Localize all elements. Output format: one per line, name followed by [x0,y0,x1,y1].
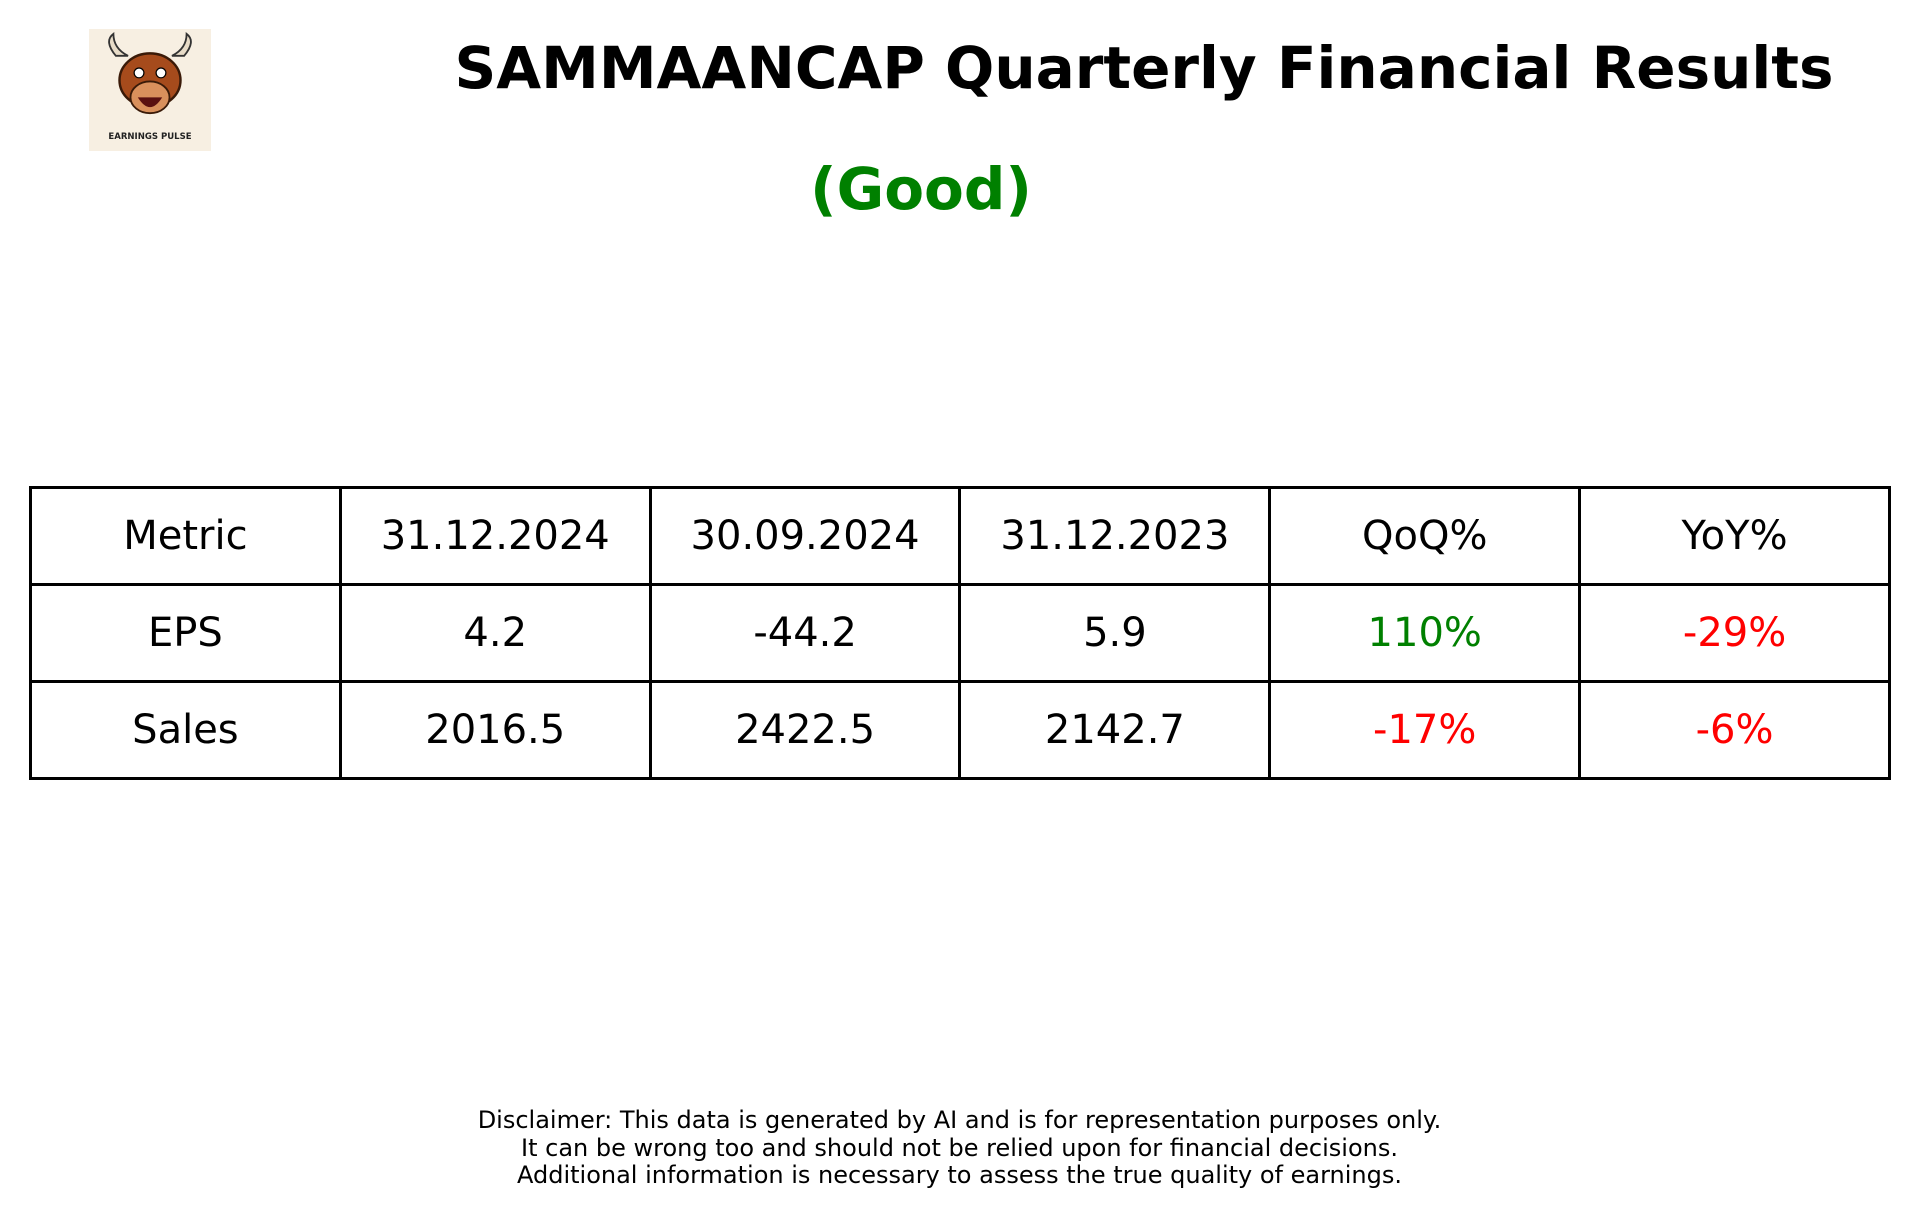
logo-caption: EARNINGS PULSE [108,132,191,142]
header-row: Metric 31.12.2024 30.09.2024 31.12.2023 … [29,486,1891,586]
title: SAMMAANCAP Quarterly Financial Results [454,34,1834,102]
header-cell: YoY% [1578,486,1891,586]
header-cell: QoQ% [1268,486,1582,586]
cell: Sales [29,680,342,780]
results-table: Metric 31.12.2024 30.09.2024 31.12.2023 … [29,486,1891,780]
header-cell: 31.12.2023 [958,486,1272,586]
disclaimer-line: It can be wrong too and should not be re… [521,1133,1398,1162]
row: Sales 2016.5 2422.5 2142.7 -17% -6% [29,680,1891,780]
disclaimer: Disclaimer: This data is generated by AI… [0,1106,1919,1190]
cell: -44.2 [648,583,962,683]
cell: 2016.5 [338,680,652,780]
header-cell: 31.12.2024 [338,486,652,586]
logo: EARNINGS PULSE [89,29,211,151]
disclaimer-line: Disclaimer: This data is generated by AI… [477,1106,1442,1134]
rating: (Good) [810,155,1032,223]
cell: 4.2 [338,583,652,683]
cell: 2422.5 [648,680,962,780]
row: EPS 4.2 -44.2 5.9 110% -29% [29,583,1891,683]
cell: 2142.7 [958,680,1272,780]
header-cell: 30.09.2024 [648,486,962,586]
cell: -29% [1578,583,1891,683]
cell: EPS [29,583,342,683]
cell: -6% [1578,680,1891,780]
header-cell: Metric [29,486,342,586]
cell: 110% [1268,583,1582,683]
disclaimer-line: Additional information is necessary to a… [516,1161,1402,1189]
cell: 5.9 [958,583,1272,683]
cell: -17% [1268,680,1582,780]
